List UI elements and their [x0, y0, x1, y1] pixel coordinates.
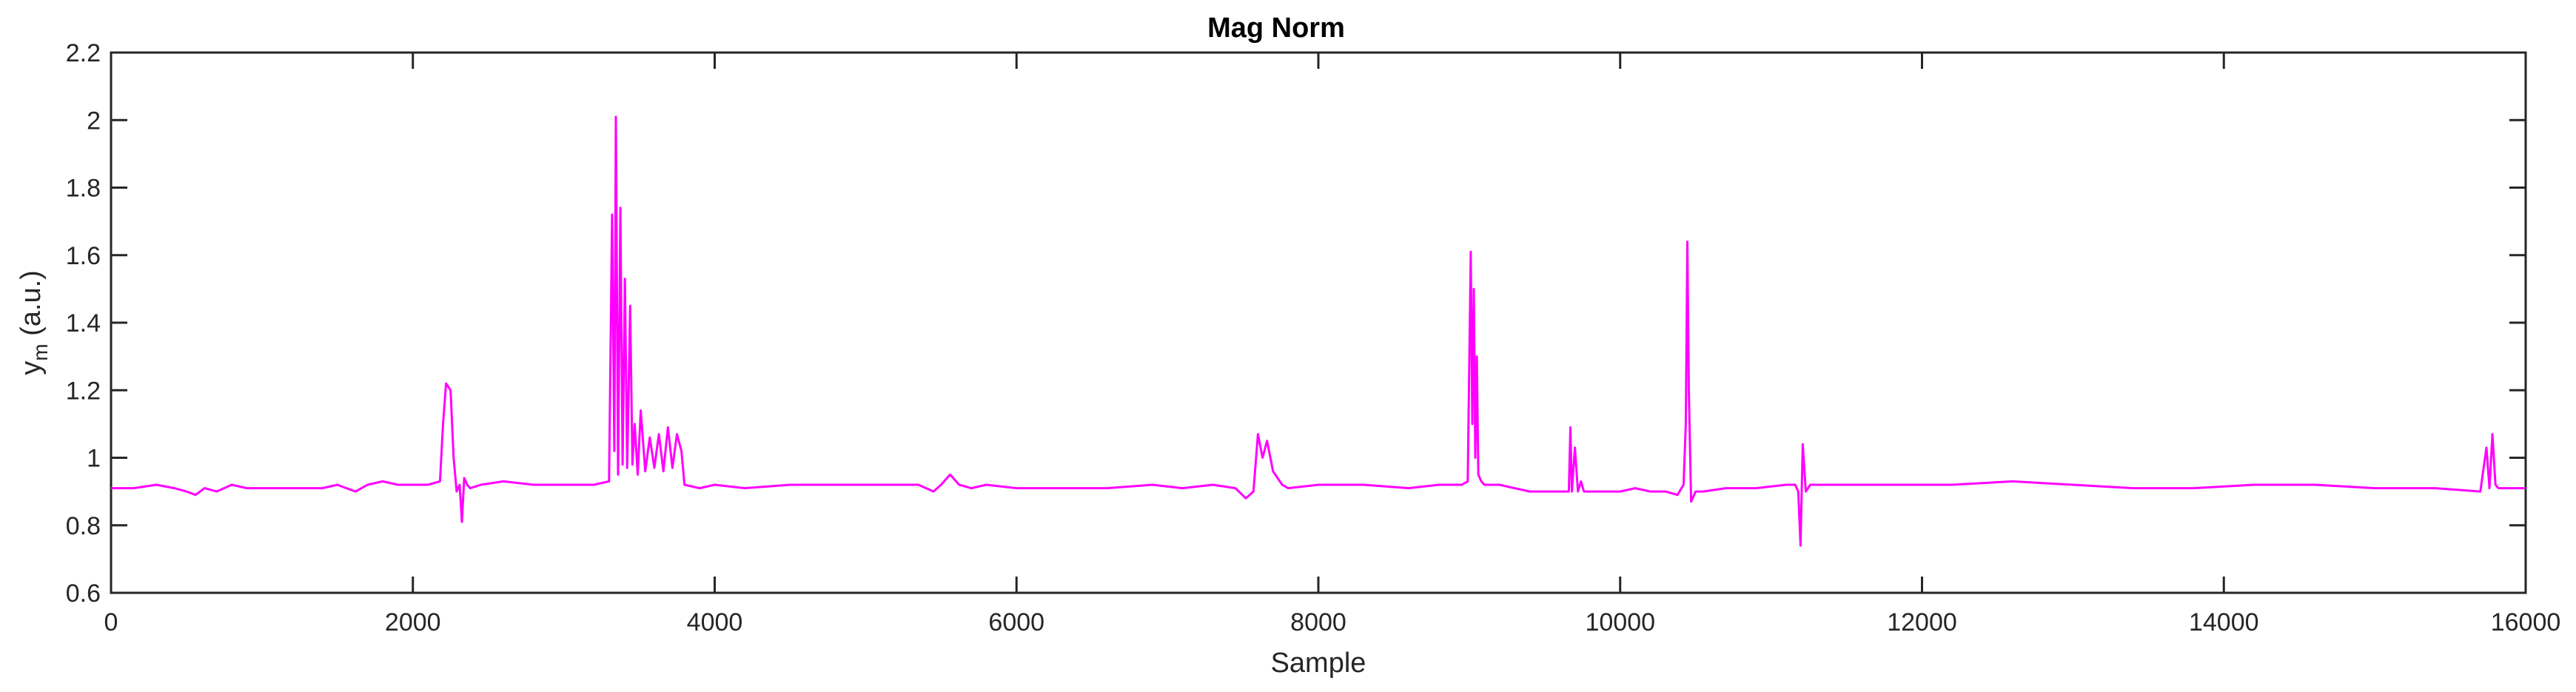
y-tick-label: 2.2	[66, 39, 101, 67]
series-line	[111, 115, 2526, 547]
y-tick-label: 1.2	[66, 377, 101, 405]
y-tick-label: 1.6	[66, 242, 101, 270]
y-axis-label: ym (a.u.)	[16, 270, 52, 375]
series-layer	[111, 115, 2526, 547]
y-tick-label: 1.8	[66, 175, 101, 203]
y-tick-label: 2	[87, 107, 101, 135]
y-tick-label: 0.8	[66, 512, 101, 540]
y-tick-label: 0.6	[66, 580, 101, 608]
x-axis: 0 2000 4000 6000 8000 10000 12000 14000 16000	[104, 53, 2561, 636]
chart-title: Mag Norm	[1207, 13, 1345, 44]
x-tick-label: 2000	[385, 608, 441, 636]
y-axis: 0.6 0.8 1 1.2 1.4 1.6 1.8 2 2.2	[66, 39, 2526, 608]
x-tick-label: 4000	[687, 608, 743, 636]
x-axis-label: Sample	[1271, 648, 1366, 679]
x-tick-label: 12000	[1887, 608, 1957, 636]
x-tick-label: 10000	[1585, 608, 1655, 636]
x-tick-label: 0	[104, 608, 118, 636]
x-tick-label: 16000	[2491, 608, 2561, 636]
y-axis-label-unit: (a.u.)	[16, 270, 47, 343]
x-tick-label: 14000	[2189, 608, 2259, 636]
plot-area	[110, 51, 2527, 594]
y-tick-label: 1	[87, 445, 101, 473]
x-tick-label: 6000	[988, 608, 1044, 636]
y-tick-label: 1.4	[66, 309, 101, 337]
y-axis-label-subscript: m	[29, 343, 52, 360]
x-tick-label: 8000	[1290, 608, 1346, 636]
y-axis-label-main: y	[16, 361, 47, 375]
